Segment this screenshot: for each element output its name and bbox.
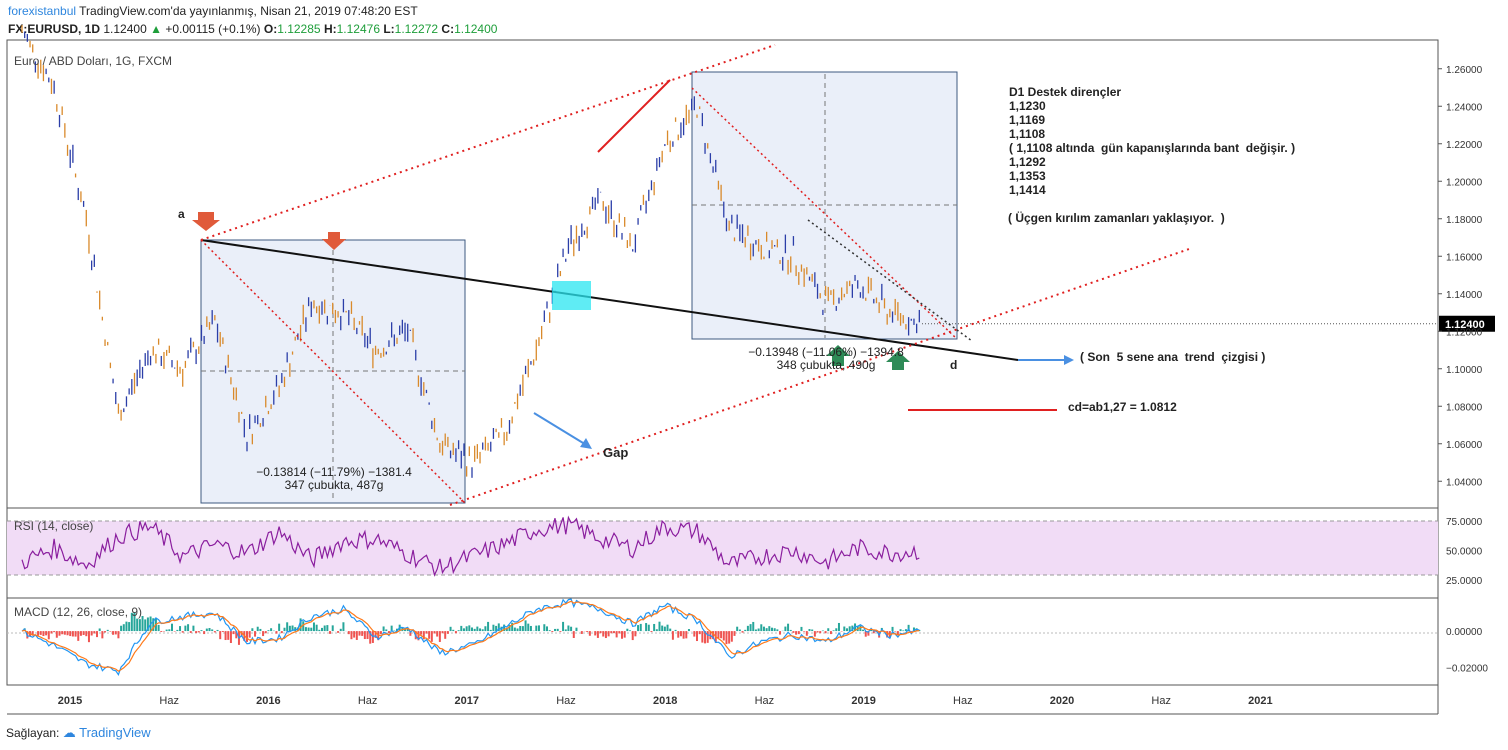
rsi-tick-label: 25.0000 xyxy=(1446,576,1483,587)
note-line: 1,1230 xyxy=(1009,99,1046,113)
low-label: L: xyxy=(383,22,395,36)
main-trend-line[interactable] xyxy=(200,239,1019,361)
trend-note: ( Son 5 sene ana trend çizgisi ) xyxy=(1080,350,1266,364)
price-tick-label: 1.12000 xyxy=(1446,327,1483,338)
time-tick-label: Haz xyxy=(1151,695,1171,707)
note-line: 1,1169 xyxy=(1009,113,1046,127)
gap-arrow[interactable] xyxy=(533,412,589,447)
price-tick-label: 1.04000 xyxy=(1446,477,1483,488)
down-arrow-icon[interactable] xyxy=(322,232,346,250)
time-tick-label: 2021 xyxy=(1248,695,1272,707)
diagonal-2 xyxy=(691,87,958,340)
rsi-tick-label: 50.0000 xyxy=(1446,547,1483,558)
time-tick-label: 2016 xyxy=(256,695,280,707)
time-tick-label: 2020 xyxy=(1050,695,1074,707)
note-line: 1,1108 xyxy=(1009,127,1046,141)
time-tick-label: 2018 xyxy=(653,695,677,707)
rsi-line xyxy=(21,515,920,577)
price-tick-label: 1.18000 xyxy=(1446,215,1483,226)
note-line: 1,1353 xyxy=(1009,169,1046,183)
price-candles[interactable] xyxy=(21,25,1438,478)
close-value: 1.12400 xyxy=(454,22,498,36)
cd-note: cd=ab1,27 = 1.0812 xyxy=(1068,400,1177,414)
note-line: 1,1292 xyxy=(1009,155,1046,169)
chart-title: Euro / ABD Doları, 1G, FXCM xyxy=(14,54,172,68)
measure-1-line1: −0.13814 (−11.79%) −1381.4 xyxy=(256,465,412,479)
high-value: 1.12476 xyxy=(336,22,380,36)
up-arrow-icon[interactable] xyxy=(886,351,910,370)
tradingview-logo-text: TradingView xyxy=(79,725,151,740)
macd-tick-label: 0.00000 xyxy=(1446,627,1483,638)
chart-publish-header: forexistanbul TradingView.com'da yayınla… xyxy=(8,4,418,18)
time-tick-label: 2019 xyxy=(851,695,875,707)
gap-arrow-head xyxy=(580,438,592,449)
close-label: C: xyxy=(441,22,455,36)
note-line: 1,1414 xyxy=(1009,183,1046,197)
price-tick-label: 1.22000 xyxy=(1446,140,1483,151)
gap-label: Gap xyxy=(603,445,628,460)
open-label: O: xyxy=(263,22,278,36)
last-price: 1.12400 xyxy=(103,22,147,36)
last-price-tag xyxy=(1439,315,1495,332)
time-tick-label: Haz xyxy=(159,695,179,707)
publish-info: TradingView.com'da yayınlanmış, Nisan 21… xyxy=(76,4,418,18)
price-tick-label: 1.14000 xyxy=(1446,290,1483,301)
measure-2-line2: 348 çubukta, 490g xyxy=(777,358,876,372)
time-tick-label: 2015 xyxy=(58,695,82,707)
rsi-title: RSI (14, close) xyxy=(14,519,93,533)
rsi-polyline xyxy=(21,515,920,577)
rsi-tick-label: 75.0000 xyxy=(1446,517,1483,528)
trend-note-arrow-head xyxy=(1064,355,1074,365)
measure-2-line1: −0.13948 (−11.06%) −1394.8 xyxy=(748,345,904,359)
up-arrow-icon[interactable] xyxy=(826,345,850,366)
macd-title: MACD (12, 26, close, 9) xyxy=(14,605,142,619)
red-segment[interactable] xyxy=(597,79,671,153)
price-tick-label: 1.20000 xyxy=(1446,177,1483,188)
time-tick-label: Haz xyxy=(358,695,378,707)
last-price-tag-label: 1.12400 xyxy=(1445,319,1485,331)
price-tick-label: 1.26000 xyxy=(1446,65,1483,76)
measure-1-line2: 347 çubukta, 487g xyxy=(285,478,384,492)
note-line: D1 Destek dirençler xyxy=(1009,85,1122,99)
time-tick-label: Haz xyxy=(953,695,973,707)
open-value: 1.12285 xyxy=(277,22,321,36)
diagonal-1 xyxy=(200,239,466,504)
symbol-label[interactable]: FX:EURUSD, 1D xyxy=(8,22,101,36)
macd-line xyxy=(21,598,920,677)
symbol-ohlc-header: FX:EURUSD, 1D 1.12400 ▲ +0.00115 (+0.1%)… xyxy=(8,22,497,36)
high-label: H: xyxy=(323,22,337,36)
price-change: +0.00115 (+0.1%) xyxy=(165,22,261,36)
channel-lower-line[interactable] xyxy=(449,247,1193,506)
time-tick-label: Haz xyxy=(755,695,775,707)
breakout-highlight[interactable] xyxy=(552,281,591,310)
footer: Sağlayan: ☁ TradingView xyxy=(6,725,151,741)
macd-signal-line xyxy=(21,600,920,672)
author-link[interactable]: forexistanbul xyxy=(8,4,77,18)
support-resistance-notes: D1 Destek dirençler 1,1230 1,1169 1,1108… xyxy=(1009,85,1295,197)
time-tick-label: 2017 xyxy=(455,695,479,707)
down-arrow-icon[interactable] xyxy=(192,212,220,231)
up-triangle-icon: ▲ xyxy=(150,22,162,36)
price-tick-label: 1.08000 xyxy=(1446,402,1483,413)
note-line: ( 1,1108 altında gün kapanışlarında bant… xyxy=(1009,141,1296,155)
triangle-line[interactable] xyxy=(807,219,973,342)
tradingview-logo[interactable]: ☁ TradingView xyxy=(62,725,151,740)
price-tick-label: 1.24000 xyxy=(1446,102,1483,113)
time-tick-label: Haz xyxy=(556,695,576,707)
channel-upper-line[interactable] xyxy=(200,44,776,241)
provided-by-label: Sağlayan: xyxy=(6,726,60,740)
point-a-label: a xyxy=(178,207,185,221)
triangle-note: ( Üçgen kırılım zamanları yaklaşıyor. ) xyxy=(1008,211,1225,225)
price-tick-label: 1.10000 xyxy=(1446,365,1483,376)
price-tick-label: 1.06000 xyxy=(1446,440,1483,451)
rsi-band xyxy=(7,521,1438,575)
point-d-label: d xyxy=(950,358,957,372)
macd-lines xyxy=(21,598,921,677)
price-tick-label: 1.16000 xyxy=(1446,252,1483,263)
macd-tick-label: −0.02000 xyxy=(1446,663,1488,674)
low-value: 1.12272 xyxy=(394,22,439,36)
